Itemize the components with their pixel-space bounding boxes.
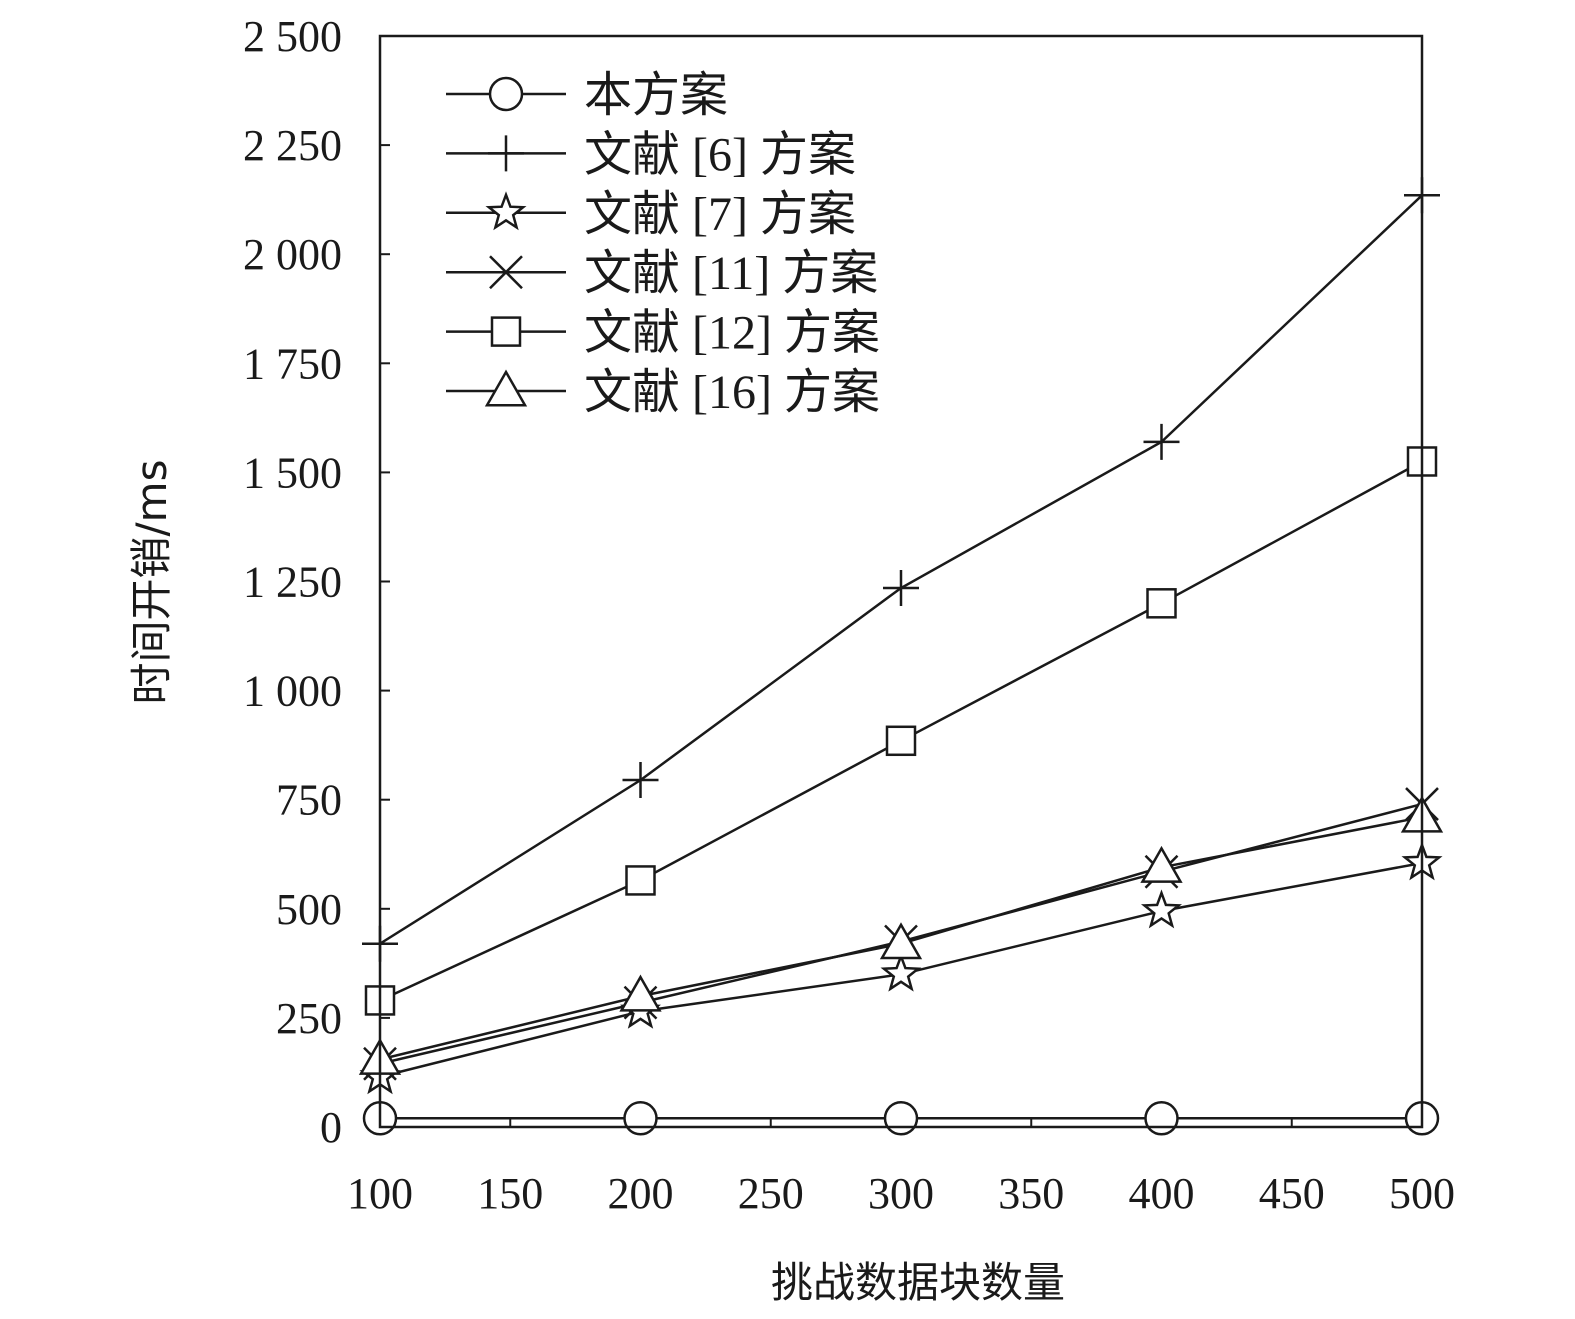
data-point-s5-3 [885,725,917,757]
legend-label-3: 文献 [7] 方案 [584,188,856,241]
data-point-s1-3 [883,1101,919,1136]
legend-label-2: 文献 [6] 方案 [584,128,856,181]
x-axis-title: 挑战数据块数量 [771,1258,1065,1307]
tick-labels: 0 250 500 750 1 000 1 250 1 500 1 750 2 000 2 250… [243,12,1455,1218]
data-point-s5-2 [625,865,656,896]
data-point-s6-4 [1140,845,1183,883]
legend-marker-3 [485,191,527,231]
y-tick-label: 750 [276,776,342,825]
y-tick-label: 1 250 [243,558,342,607]
x-tick-label: 200 [608,1169,674,1218]
legend-marker-4 [489,255,523,290]
data-point-s2-3 [883,570,919,607]
data-point-s2-2 [622,762,659,799]
y-tick-label: 500 [276,885,342,934]
data-point-s1-2 [623,1101,658,1136]
data-point-s6-2 [619,974,662,1012]
legend-marker-6 [484,369,528,407]
plot-frame [378,34,1424,1129]
data-point-s5-4 [1146,588,1177,619]
legend-label-5: 文献 [12] 方案 [584,307,880,360]
y-tick-label: 250 [276,994,342,1043]
series-line-2 [379,194,1423,945]
data-point-s1-4 [1144,1101,1179,1136]
x-tick-label: 250 [738,1169,804,1218]
y-tick-label: 0 [320,1103,342,1152]
x-tick-label: 400 [1129,1169,1195,1218]
y-tick-label: 2 250 [243,121,342,170]
x-tick-label: 100 [347,1169,413,1218]
data-point-s6-3 [879,922,923,960]
x-tick-label: 150 [477,1169,543,1218]
x-tick-label: 300 [868,1169,934,1218]
data-point-s2-4 [1143,423,1180,460]
y-tick-label: 1 750 [243,339,342,388]
x-tick-label: 450 [1259,1169,1325,1218]
legend-marker-1 [488,76,524,112]
x-tick-label: 500 [1389,1169,1455,1218]
x-tick-label: 350 [998,1169,1064,1218]
data-point-s3-4 [1140,889,1183,929]
legend-label-6: 文献 [16] 方案 [584,366,880,419]
legend-label-1: 本方案 [584,69,728,122]
y-tick-label: 1 000 [243,667,342,716]
y-tick-label: 2 500 [243,12,342,61]
legend-marker-2 [488,135,524,172]
legend-marker-5 [490,316,522,347]
y-axis-title: 时间开销/ms [127,460,176,705]
y-tick-label: 2 000 [243,230,342,279]
legend-label-4: 文献 [11] 方案 [584,247,878,300]
y-tick-label: 1 500 [243,448,342,497]
series-markers [358,177,1444,1136]
data-point-s3-3 [880,952,922,992]
